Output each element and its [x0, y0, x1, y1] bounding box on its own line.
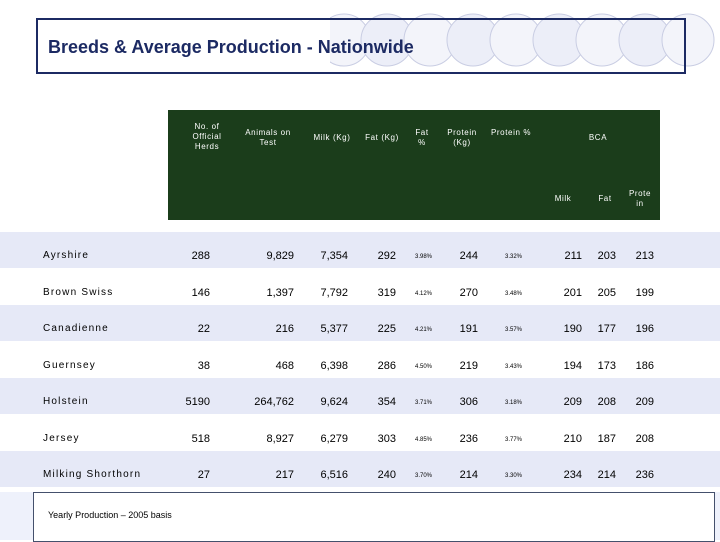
cell-bca-protein: 213	[635, 250, 654, 262]
cell-fat-pct: 4.85%	[414, 437, 432, 443]
cell-fat: 225	[377, 323, 396, 335]
cell-bca-fat: 214	[597, 469, 616, 481]
cell-fat: 240	[377, 469, 396, 481]
header-protein-pct: Protein %	[490, 128, 532, 137]
cell-animals: 1,397	[266, 287, 294, 299]
row-breed: Guernsey	[43, 360, 96, 371]
header-herds: No. of Official Herds	[192, 122, 222, 151]
cell-fat-pct: 3.71%	[414, 400, 432, 406]
cell-bca-fat: 208	[597, 396, 616, 408]
cell-animals: 217	[275, 469, 294, 481]
cell-bca-fat: 173	[597, 360, 616, 372]
cell-animals: 264,762	[254, 396, 294, 408]
cell-bca-fat: 203	[597, 250, 616, 262]
cell-protein: 270	[459, 287, 478, 299]
cell-protein-pct: 3.57%	[504, 327, 522, 333]
cell-herds: 288	[191, 250, 210, 262]
header-bca-protein: Prote in	[628, 189, 652, 208]
title-box: Breeds & Average Production - Nationwide	[36, 18, 686, 74]
cell-milk: 5,377	[320, 323, 348, 335]
cell-protein: 236	[459, 433, 478, 445]
cell-protein: 219	[459, 360, 478, 372]
cell-bca-milk: 209	[563, 396, 582, 408]
row-breed: Jersey	[43, 433, 80, 444]
cell-bca-fat: 187	[597, 433, 616, 445]
cell-milk: 6,516	[320, 469, 348, 481]
cell-protein-pct: 3.48%	[504, 291, 522, 297]
cell-bca-protein: 186	[635, 360, 654, 372]
cell-fat-pct: 4.12%	[414, 291, 432, 297]
cell-herds: 22	[197, 323, 210, 335]
cell-fat: 354	[377, 396, 396, 408]
header-animals: Animals on Test	[245, 128, 291, 147]
cell-milk: 9,624	[320, 396, 348, 408]
cell-herds: 146	[191, 287, 210, 299]
cell-bca-protein: 199	[635, 287, 654, 299]
cell-protein: 191	[459, 323, 478, 335]
row-stripes	[0, 232, 720, 487]
cell-bca-milk: 210	[563, 433, 582, 445]
row-breed: Brown Swiss	[43, 287, 114, 298]
cell-fat-pct: 3.98%	[414, 254, 432, 260]
cell-milk: 6,279	[320, 433, 348, 445]
header-bca-milk: Milk	[554, 194, 572, 203]
table-header: No. of Official Herds Animals on Test Mi…	[168, 110, 660, 220]
cell-fat-pct: 4.50%	[414, 364, 432, 370]
cell-animals: 216	[275, 323, 294, 335]
cell-bca-protein: 236	[635, 469, 654, 481]
cell-bca-milk: 211	[564, 250, 582, 262]
cell-protein-pct: 3.18%	[504, 400, 522, 406]
cell-herds: 27	[197, 469, 210, 481]
cell-bca-fat: 177	[597, 323, 616, 335]
row-breed: Ayrshire	[43, 250, 90, 261]
cell-milk: 6,398	[320, 360, 348, 372]
cell-milk: 7,354	[320, 250, 348, 262]
decorative-circles	[330, 13, 715, 67]
cell-bca-milk: 234	[563, 469, 582, 481]
cell-bca-milk: 201	[563, 287, 582, 299]
cell-protein-pct: 3.77%	[504, 437, 522, 443]
page-title: Breeds & Average Production - Nationwide	[48, 37, 414, 57]
cell-bca-milk: 194	[563, 360, 582, 372]
cell-bca-protein: 209	[635, 396, 654, 408]
cell-herds: 5190	[185, 396, 210, 408]
cell-herds: 518	[191, 433, 210, 445]
cell-bca-protein: 196	[635, 323, 654, 335]
header-fat: Fat (Kg)	[365, 133, 399, 142]
header-fat-pct: Fat %	[415, 128, 429, 147]
cell-animals: 8,927	[266, 433, 294, 445]
footnote: Yearly Production – 2005 basis	[48, 510, 172, 520]
cell-milk: 7,792	[320, 287, 348, 299]
row-breed: Milking Shorthorn	[43, 469, 142, 480]
row-breed: Holstein	[43, 396, 89, 407]
cell-fat: 292	[377, 250, 396, 262]
cell-protein: 306	[459, 396, 478, 408]
cell-animals: 468	[275, 360, 294, 372]
cell-bca-protein: 208	[635, 433, 654, 445]
cell-animals: 9,829	[266, 250, 294, 262]
cell-fat-pct: 3.70%	[414, 473, 432, 479]
cell-protein-pct: 3.30%	[504, 473, 522, 479]
cell-bca-fat: 205	[597, 287, 616, 299]
cell-fat: 303	[377, 433, 396, 445]
cell-protein-pct: 3.32%	[504, 254, 522, 260]
header-bca-fat: Fat	[598, 194, 612, 203]
header-protein: Protein (Kg)	[447, 128, 477, 147]
cell-fat: 319	[377, 287, 396, 299]
cell-herds: 38	[197, 360, 210, 372]
cell-bca-milk: 190	[563, 323, 582, 335]
header-bca: BCA	[588, 133, 608, 142]
cell-fat: 286	[377, 360, 396, 372]
cell-protein: 244	[459, 250, 478, 262]
cell-protein: 214	[459, 469, 478, 481]
header-milk: Milk (Kg)	[313, 133, 351, 142]
cell-fat-pct: 4.21%	[414, 327, 432, 333]
row-breed: Canadienne	[43, 323, 109, 334]
cell-protein-pct: 3.43%	[504, 364, 522, 370]
